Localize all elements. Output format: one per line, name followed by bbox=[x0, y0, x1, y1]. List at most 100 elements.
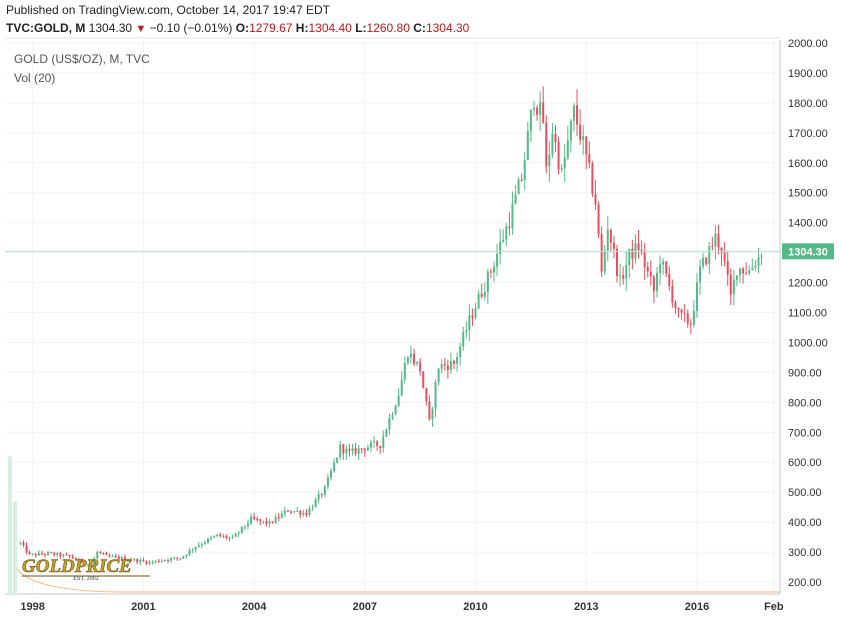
candle-up bbox=[154, 560, 157, 562]
candle-up bbox=[400, 379, 403, 396]
candle-up bbox=[336, 457, 339, 463]
candle-down bbox=[742, 268, 745, 274]
candle-down bbox=[683, 312, 686, 314]
candle-up bbox=[333, 462, 336, 472]
candle-down bbox=[105, 553, 108, 556]
candle-up bbox=[47, 552, 50, 555]
candle-up bbox=[434, 382, 437, 409]
candle-up bbox=[182, 556, 185, 559]
candle-up bbox=[197, 545, 200, 547]
candle-up bbox=[237, 532, 240, 534]
candle-down bbox=[711, 246, 714, 248]
candle-down bbox=[53, 552, 56, 556]
candle-down bbox=[536, 107, 539, 115]
candle-down bbox=[22, 542, 25, 546]
candle-down bbox=[419, 361, 422, 372]
candle-up bbox=[560, 167, 563, 170]
candle-up bbox=[757, 257, 760, 267]
candle-up bbox=[499, 241, 502, 255]
candle-up bbox=[191, 549, 194, 551]
candle-up bbox=[308, 508, 311, 516]
candle-down bbox=[80, 558, 83, 563]
candle-up bbox=[366, 447, 369, 451]
candle-up bbox=[345, 448, 348, 454]
candle-up bbox=[314, 499, 317, 508]
candle-up bbox=[708, 246, 711, 265]
x-tick-label: 1998 bbox=[20, 601, 44, 613]
candle-up bbox=[695, 282, 698, 311]
candle-up bbox=[659, 264, 662, 273]
x-tick-label: 2016 bbox=[685, 601, 709, 613]
candle-down bbox=[542, 102, 545, 123]
candle-down bbox=[726, 261, 729, 275]
candle-up bbox=[222, 535, 225, 537]
candle-down bbox=[631, 248, 634, 259]
candle-up bbox=[385, 429, 388, 437]
candle-up bbox=[539, 102, 542, 115]
y-tick-label: 1200.00 bbox=[788, 278, 828, 290]
candle-down bbox=[145, 561, 148, 564]
candle-up bbox=[160, 560, 163, 562]
candle-up bbox=[397, 395, 400, 406]
candle-down bbox=[90, 564, 93, 566]
candle-up bbox=[329, 471, 332, 478]
candle-up bbox=[468, 315, 471, 331]
x-tick-label: 2013 bbox=[574, 601, 598, 613]
high-value: 1304.40 bbox=[308, 21, 352, 35]
volume-bar bbox=[13, 501, 17, 594]
candle-down bbox=[176, 557, 179, 559]
candle-up bbox=[96, 551, 99, 559]
goldprice-logo: GOLDPRICE bbox=[22, 556, 132, 577]
candle-down bbox=[597, 204, 600, 235]
candle-down bbox=[705, 257, 708, 265]
candle-up bbox=[523, 160, 526, 181]
y-tick-label: 1100.00 bbox=[788, 308, 827, 320]
y-tick-label: 200.00 bbox=[788, 577, 822, 589]
candle-up bbox=[603, 250, 606, 272]
candle-up bbox=[714, 233, 717, 247]
candle-down bbox=[443, 364, 446, 366]
candle-down bbox=[342, 444, 345, 454]
candle-down bbox=[299, 510, 302, 515]
candle-down bbox=[665, 261, 668, 274]
candle-down bbox=[117, 556, 120, 560]
candle-down bbox=[600, 234, 603, 272]
candle-up bbox=[357, 448, 360, 454]
candle-down bbox=[649, 271, 652, 277]
candle-up bbox=[449, 361, 452, 371]
plot-area bbox=[5, 40, 780, 594]
candle-up bbox=[56, 553, 59, 556]
candle-up bbox=[529, 109, 532, 132]
y-tick-label: 700.00 bbox=[788, 427, 822, 439]
candle-up bbox=[200, 544, 203, 546]
candle-up bbox=[569, 120, 572, 141]
candle-up bbox=[655, 272, 658, 292]
chart-title: GOLD (US$/OZ), M, TVC bbox=[14, 52, 150, 66]
candle-down bbox=[545, 122, 548, 167]
candle-up bbox=[293, 511, 296, 513]
candle-down bbox=[576, 105, 579, 125]
last-price-tag bbox=[782, 243, 834, 260]
candle-up bbox=[517, 179, 520, 195]
published-line: Published on TradingView.com, October 14… bbox=[6, 3, 330, 17]
candle-up bbox=[702, 257, 705, 267]
price-change: −0.10 (−0.01%) bbox=[149, 21, 233, 35]
candle-down bbox=[745, 273, 748, 275]
candle-down bbox=[646, 267, 649, 272]
candle-up bbox=[437, 368, 440, 383]
x-tick-label: 2010 bbox=[463, 601, 487, 613]
candle-down bbox=[320, 494, 323, 496]
candle-down bbox=[225, 535, 228, 539]
candle-up bbox=[77, 558, 80, 560]
candle-up bbox=[505, 226, 508, 240]
logo-subtitle: EST. 2002 bbox=[73, 576, 98, 582]
candle-up bbox=[139, 559, 142, 563]
candle-up bbox=[369, 442, 372, 448]
candle-down bbox=[652, 276, 655, 292]
low-label: L: bbox=[355, 21, 367, 35]
y-tick-label: 800.00 bbox=[788, 397, 822, 409]
candle-up bbox=[37, 552, 40, 556]
candle-down bbox=[686, 313, 689, 324]
y-tick-label: 500.00 bbox=[788, 487, 822, 499]
